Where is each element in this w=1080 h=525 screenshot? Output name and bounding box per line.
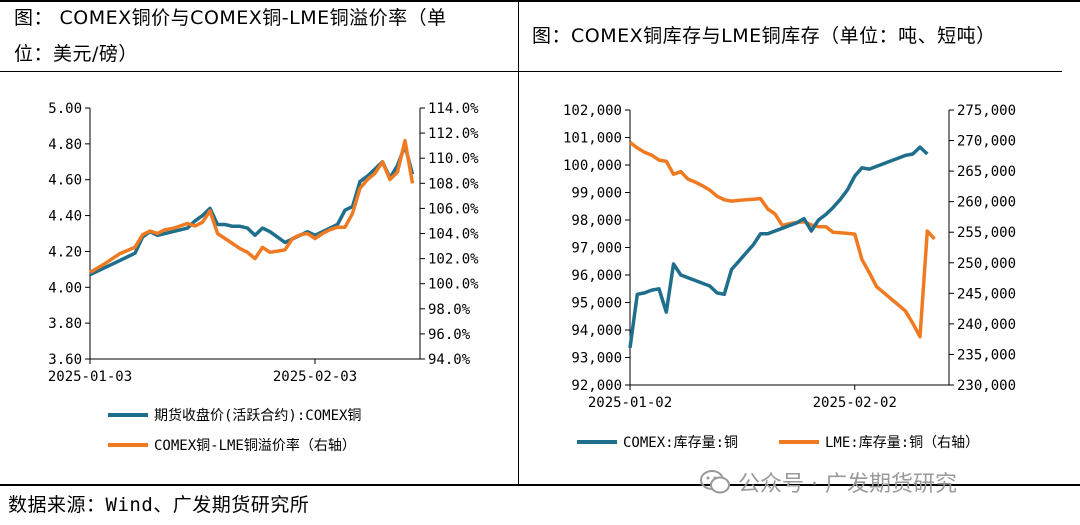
x-tick-label: 2025-02-03 <box>273 369 357 385</box>
left-y-tick-label: 99,000 <box>571 186 622 202</box>
series-line-left-axis <box>628 145 929 349</box>
comex-price-premium-chart: 3.60 3.80 4.00 4.20 4.40 4.60 4.80 5.00 94.0% 96.… <box>48 101 479 454</box>
watermark-text: 公众号 · 广发期货研究 <box>738 472 957 497</box>
legend-label: COMEX:库存量:铜 <box>623 435 738 451</box>
legend-label: LME:库存量:铜（右轴） <box>825 435 979 451</box>
right-y-tick-label: 114.0% <box>428 101 479 117</box>
left-y-tick-label: 94,000 <box>571 323 622 339</box>
right-y-tick-label: 270,000 <box>957 134 1016 150</box>
left-y-tick-label: 98,000 <box>571 213 622 229</box>
right-y-tick-label: 94.0% <box>428 352 471 368</box>
data-source: 数据来源：Wind、广发期货研究所 <box>8 494 310 516</box>
legend-label: 期货收盘价(活跃合约):COMEX铜 <box>154 407 361 424</box>
panel-divider <box>518 0 519 484</box>
right-y-tick-label: 106.0% <box>428 201 479 217</box>
right-y-tick-label: 260,000 <box>957 195 1016 211</box>
left-y-tick-label: 93,000 <box>571 351 622 367</box>
right-y-tick-label: 102.0% <box>428 252 479 268</box>
left-y-tick-label: 92,000 <box>571 378 622 394</box>
right-y-tick-label: 265,000 <box>957 164 1016 180</box>
left-y-tick-label: 95,000 <box>571 296 622 312</box>
x-tick-label: 2025-01-02 <box>588 395 672 411</box>
x-tick-label: 2025-01-03 <box>48 369 132 385</box>
watermark: 公众号 · 广发期货研究 <box>700 466 957 498</box>
x-tick-label: 2025-02-02 <box>813 395 897 411</box>
right-y-tick-label: 104.0% <box>428 227 479 243</box>
left-y-tick-label: 102,000 <box>563 103 622 119</box>
right-y-tick-label: 245,000 <box>957 286 1016 302</box>
left-y-tick-label: 100,000 <box>563 158 622 174</box>
wechat-icon <box>700 470 730 494</box>
right-y-tick-label: 112.0% <box>428 126 479 142</box>
legend-label: COMEX铜-LME铜溢价率（右轴） <box>154 437 356 454</box>
left-chart-title-line2: 位：美元/磅） <box>14 43 138 65</box>
comex-lme-inventory-chart: 92,000 93,000 94,000 95,000 96,000 97,000 98,0… <box>563 103 1016 451</box>
left-y-tick-label: 4.00 <box>48 280 82 296</box>
left-y-tick-label: 4.20 <box>48 244 82 260</box>
left-y-tick-label: 4.40 <box>48 209 82 225</box>
right-y-tick-label: 98.0% <box>428 302 471 318</box>
left-y-tick-label: 97,000 <box>571 241 622 257</box>
left-y-tick-label: 3.60 <box>48 352 82 368</box>
right-y-tick-label: 100.0% <box>428 277 479 293</box>
left-y-tick-label: 3.80 <box>48 316 82 332</box>
right-y-tick-label: 255,000 <box>957 225 1016 241</box>
left-y-tick-label: 5.00 <box>48 101 82 117</box>
left-y-tick-label: 101,000 <box>563 131 622 147</box>
right-y-tick-label: 110.0% <box>428 151 479 167</box>
bottom-rule <box>0 484 1080 486</box>
left-chart-title: 图： COMEX铜价与COMEX铜-LME铜溢价率（单 位：美元/磅） <box>14 0 447 72</box>
right-chart-title: 图：COMEX铜库存与LME铜库存（单位：吨、短吨） <box>532 25 996 47</box>
right-y-tick-label: 108.0% <box>428 176 479 192</box>
series-line-left-axis <box>89 143 415 277</box>
left-y-tick-label: 4.80 <box>48 137 82 153</box>
left-y-tick-label: 4.60 <box>48 173 82 189</box>
right-y-tick-label: 96.0% <box>428 327 471 343</box>
right-y-tick-label: 230,000 <box>957 378 1016 394</box>
title-underline <box>0 71 1062 72</box>
right-y-tick-label: 275,000 <box>957 103 1016 119</box>
right-y-tick-label: 250,000 <box>957 256 1016 272</box>
series-line-right-axis <box>628 141 936 339</box>
top-rule <box>0 0 1080 2</box>
series-line-right-axis <box>89 138 415 274</box>
left-chart-title-line1: 图： COMEX铜价与COMEX铜-LME铜溢价率（单 <box>14 7 447 29</box>
right-y-tick-label: 235,000 <box>957 347 1016 363</box>
right-y-tick-label: 240,000 <box>957 317 1016 333</box>
left-y-tick-label: 96,000 <box>571 268 622 284</box>
